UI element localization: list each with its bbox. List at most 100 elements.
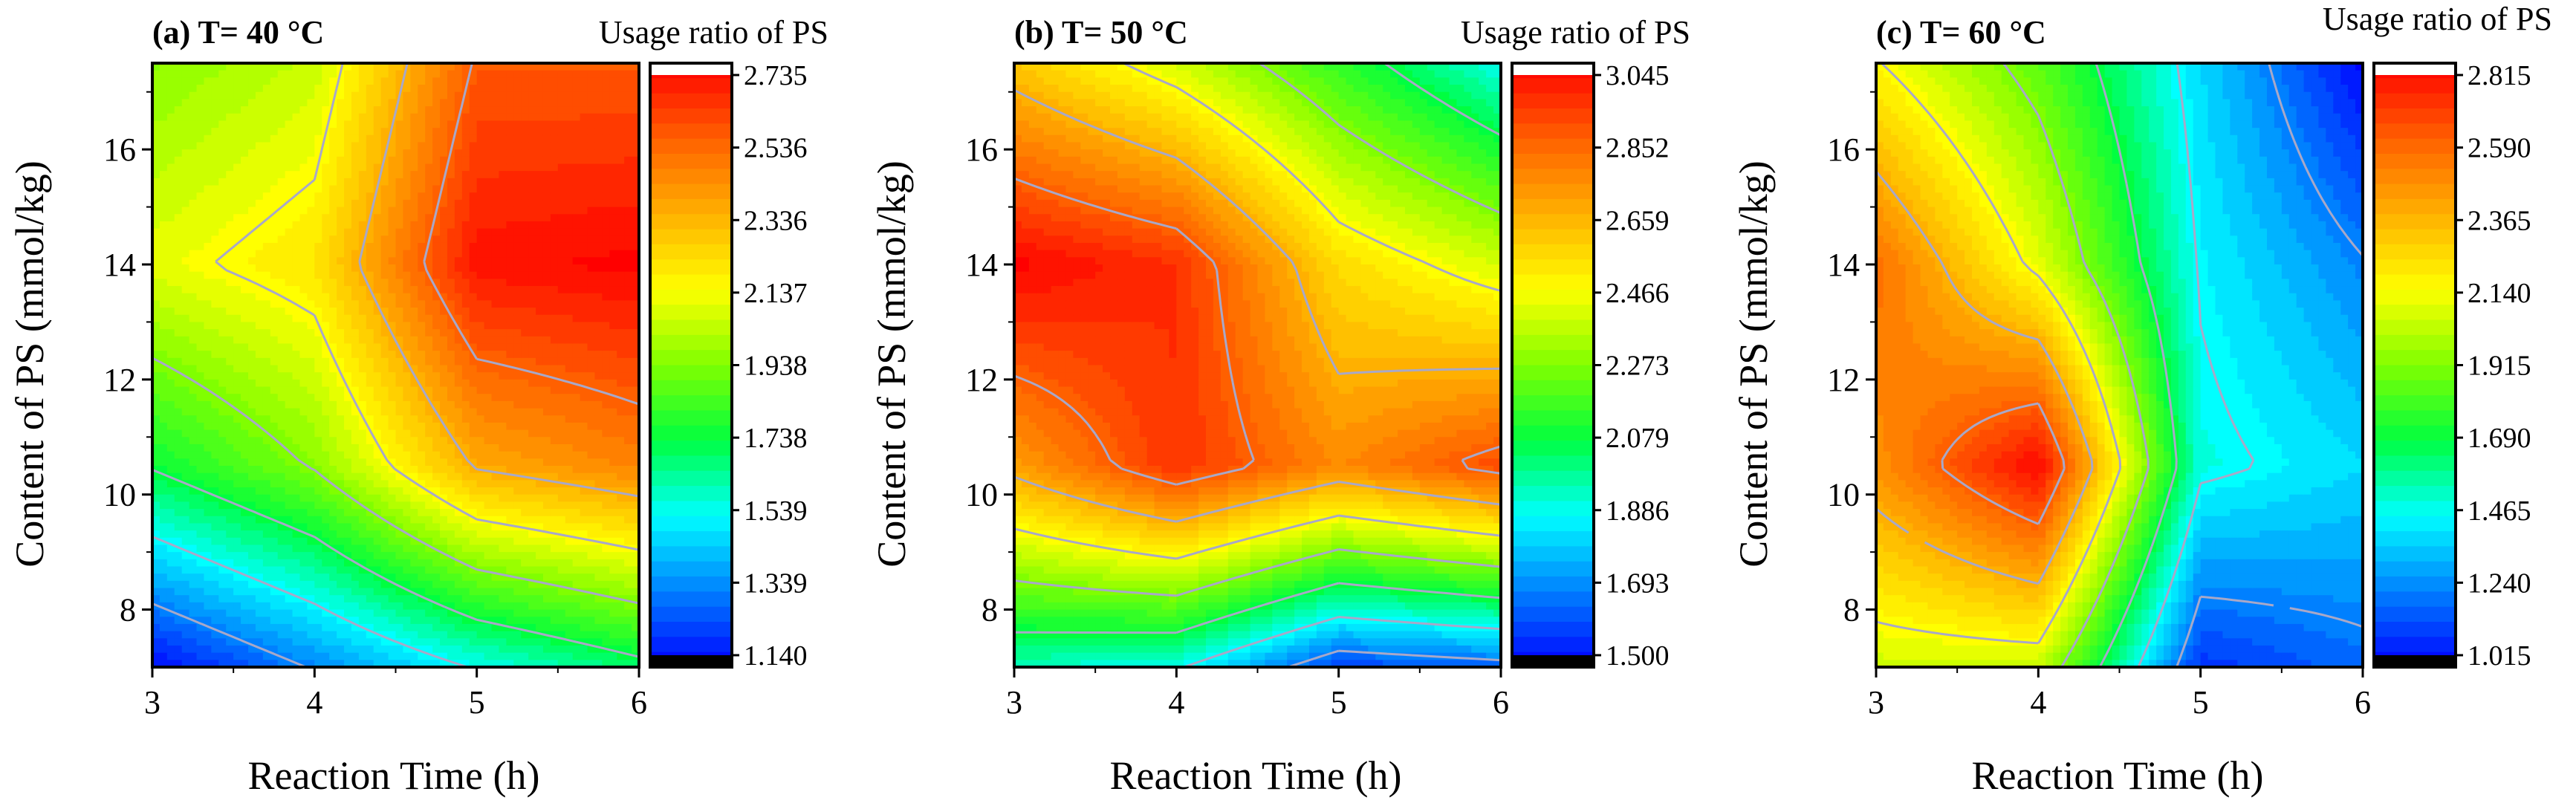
contour-cell <box>351 537 360 546</box>
contour-cell <box>499 609 507 618</box>
contour-cell <box>307 400 316 409</box>
contour-cell <box>461 645 470 654</box>
contour-cell <box>484 422 493 431</box>
contour-cell <box>395 566 404 574</box>
contour-cell <box>166 221 175 230</box>
contour-cell <box>366 329 374 337</box>
contour-cell <box>248 466 256 474</box>
contour-cell <box>557 400 566 409</box>
contour-cell <box>189 580 198 589</box>
contour-cell <box>307 134 316 143</box>
contour-cell <box>432 214 441 222</box>
contour-cell <box>484 70 493 79</box>
contour-cell <box>358 365 367 373</box>
contour-cell <box>565 163 574 172</box>
contour-cell <box>580 545 588 553</box>
contour-cell <box>322 652 330 661</box>
contour-cell <box>277 480 286 488</box>
contour-cell <box>373 545 382 553</box>
contour-cell <box>542 308 551 316</box>
contour-cell <box>587 242 596 251</box>
contour-cell <box>226 602 234 611</box>
contour-cell <box>432 199 441 208</box>
contour-cell <box>181 336 190 345</box>
contour-cell <box>292 228 301 237</box>
contour-cell <box>314 580 323 589</box>
contour-cell <box>218 322 227 330</box>
contour-cell <box>292 408 301 417</box>
contour-cell <box>432 559 441 568</box>
contour-cell <box>152 242 160 251</box>
contour-cell <box>506 85 515 93</box>
contour-cell <box>351 422 360 431</box>
contour-cell <box>521 343 529 351</box>
contour-cell <box>270 77 279 85</box>
contour-cell <box>204 580 212 589</box>
contour-plot-area[interactable] <box>152 63 640 668</box>
contour-cell <box>358 638 367 646</box>
contour-cell <box>181 163 190 172</box>
contour-cell <box>211 106 220 114</box>
contour-cell <box>292 472 301 481</box>
contour-cell <box>204 286 212 294</box>
contour-cell <box>152 530 160 539</box>
contour-cell <box>395 228 404 237</box>
contour-cell <box>432 509 441 517</box>
contour-cell <box>521 451 529 460</box>
contour-cell <box>454 329 463 337</box>
contour-cell <box>528 99 536 107</box>
contour-cell <box>536 451 544 460</box>
contour-cell <box>410 163 419 172</box>
contour-cell <box>329 530 337 539</box>
contour-cell <box>204 207 212 215</box>
contour-cell <box>513 113 522 122</box>
contour-cell <box>270 63 279 71</box>
contour-cell <box>189 545 198 553</box>
contour-cell <box>329 660 337 667</box>
contour-cell <box>536 609 544 618</box>
contour-cell <box>189 120 198 129</box>
contour-cell <box>211 466 220 474</box>
contour-cell <box>255 257 264 265</box>
contour-cell <box>344 472 352 481</box>
contour-cell <box>580 580 588 589</box>
contour-cell <box>344 214 352 222</box>
contour-cell <box>255 545 264 553</box>
contour-cell <box>536 120 544 129</box>
contour-cell <box>373 99 382 107</box>
contour-cell <box>299 250 308 259</box>
contour-cell <box>521 63 529 71</box>
contour-cell <box>299 271 308 280</box>
contour-cell <box>226 113 234 122</box>
contour-cell <box>587 128 596 136</box>
contour-cell <box>196 559 205 568</box>
contour-cell <box>277 566 286 574</box>
contour-cell <box>270 394 279 402</box>
contour-cell <box>329 429 337 438</box>
contour-cell <box>469 580 478 589</box>
contour-cell <box>521 106 529 114</box>
contour-cell <box>542 638 551 646</box>
contour-cell <box>506 343 515 351</box>
contour-cell <box>218 573 227 582</box>
contour-cell <box>499 308 507 316</box>
contour-cell <box>329 652 337 661</box>
contour-cell <box>403 573 412 582</box>
contour-cell <box>174 429 183 438</box>
contour-cell <box>204 178 212 186</box>
contour-cell <box>572 494 581 503</box>
contour-cell <box>499 422 507 431</box>
contour-cell <box>447 386 455 395</box>
contour-cell <box>314 329 323 337</box>
contour-cell <box>469 149 478 157</box>
contour-cell <box>425 480 433 488</box>
contour-cell <box>440 645 448 654</box>
contour-cell <box>218 501 227 510</box>
contour-cell <box>248 70 256 79</box>
contour-cell <box>174 566 183 574</box>
contour-cell <box>262 602 271 611</box>
contour-cell <box>513 357 522 366</box>
contour-cell <box>358 458 367 467</box>
contour-cell <box>491 113 500 122</box>
contour-cell <box>285 623 293 632</box>
